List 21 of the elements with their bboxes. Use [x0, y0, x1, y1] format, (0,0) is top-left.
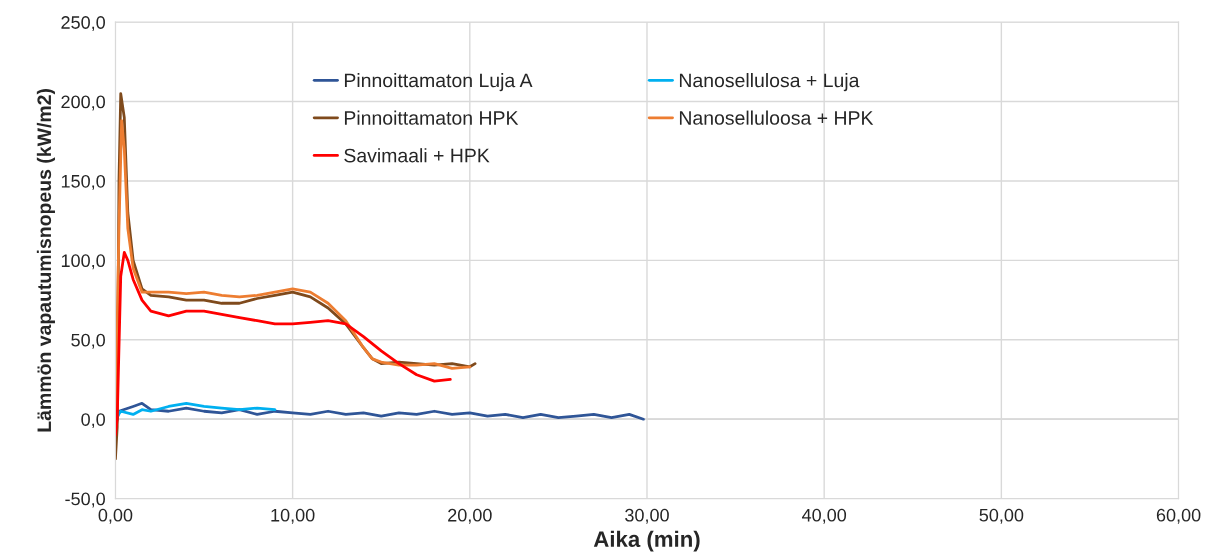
- x-tick-label: 0,00: [98, 508, 133, 524]
- y-tick-label: 200,0: [61, 95, 105, 111]
- y-tick-label: 250,0: [61, 16, 105, 32]
- legend-label: Nanoselluloosa + HPK: [679, 110, 874, 125]
- legend-label: Pinnoittamaton HPK: [344, 110, 519, 125]
- x-tick-label: 60,00: [1156, 508, 1201, 524]
- y-tick-label: 50,0: [71, 333, 105, 349]
- y-tick-label: 0,0: [81, 413, 105, 429]
- legend-label: Pinnoittamaton Luja A: [344, 73, 533, 92]
- x-tick-label: 10,00: [271, 508, 315, 524]
- y-tick-label: 150,0: [61, 174, 105, 190]
- x-tick-label: 50,00: [979, 508, 1024, 524]
- y-axis-title: Lämmön vapautumisnopeus (kW/m2): [36, 89, 55, 432]
- legend-label: Savimaali + HPK: [344, 148, 490, 163]
- x-tick-label: 40,00: [802, 508, 847, 524]
- y-tick-label: 100,0: [61, 254, 105, 270]
- y-tick-label: -50,0: [65, 492, 105, 508]
- x-tick-label: 30,00: [625, 508, 669, 524]
- x-axis-title: Aika (min): [593, 530, 700, 552]
- x-tick-label: 20,00: [448, 508, 492, 524]
- legend-label: Nanosellulosa + Luja: [679, 73, 860, 92]
